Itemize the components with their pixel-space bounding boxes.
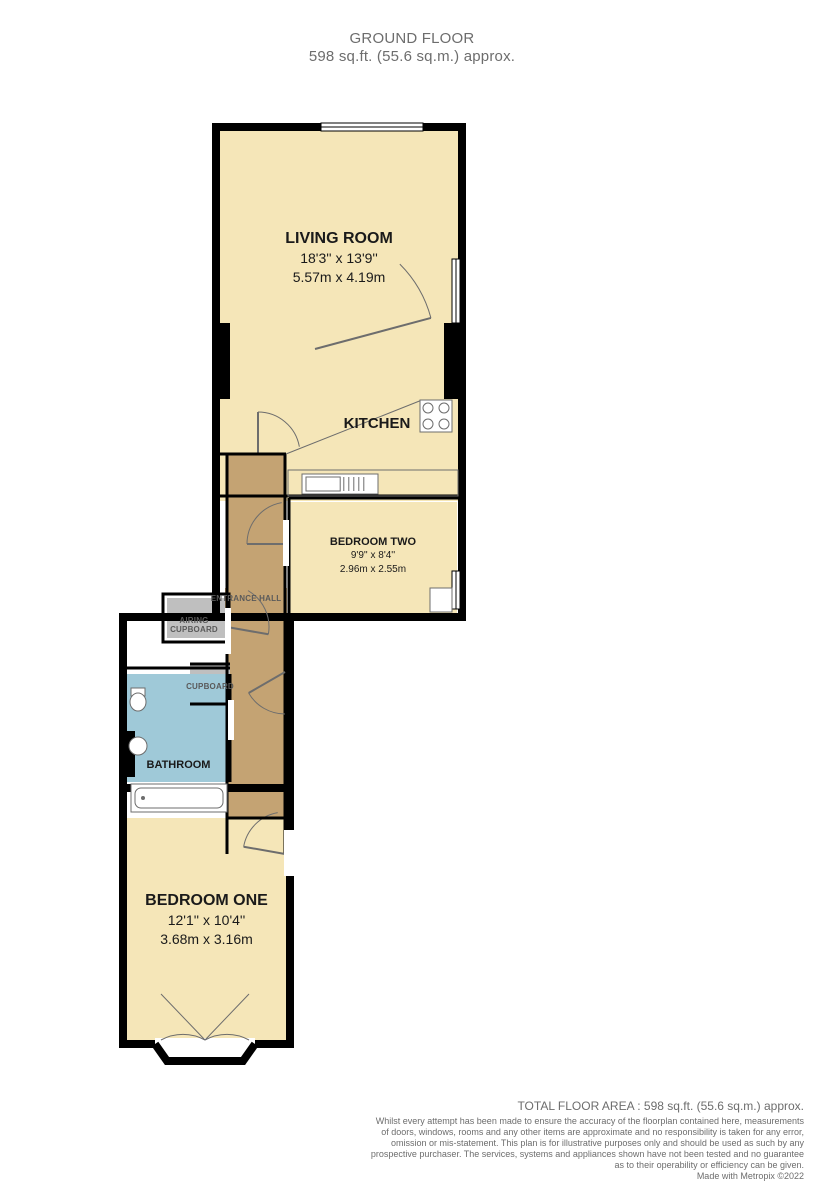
disclaimer-line: Whilst every attempt has been made to en… [280, 1116, 804, 1127]
floorplan-canvas: GROUND FLOOR 598 sq.ft. (55.6 sq.m.) app… [0, 0, 824, 1200]
disclaimer-line: as to their operability or efficiency ca… [280, 1160, 804, 1171]
total-area-text: TOTAL FLOOR AREA : 598 sq.ft. (55.6 sq.m… [280, 1101, 804, 1112]
disclaimer-line: of doors, windows, rooms and any other i… [280, 1127, 804, 1138]
footer-block: TOTAL FLOOR AREA : 598 sq.ft. (55.6 sq.m… [280, 1101, 804, 1182]
disclaimer-line: omission or mis-statement. This plan is … [280, 1138, 804, 1149]
disclaimer-line: prospective purchaser. The services, sys… [280, 1149, 804, 1160]
credit-line: Made with Metropix ©2022 [280, 1171, 804, 1182]
plan-svg [0, 0, 824, 1200]
